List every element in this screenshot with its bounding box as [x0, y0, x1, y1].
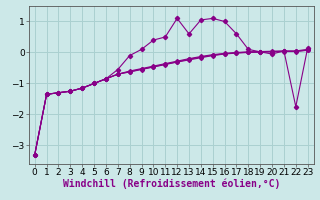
X-axis label: Windchill (Refroidissement éolien,°C): Windchill (Refroidissement éolien,°C) — [62, 179, 280, 189]
